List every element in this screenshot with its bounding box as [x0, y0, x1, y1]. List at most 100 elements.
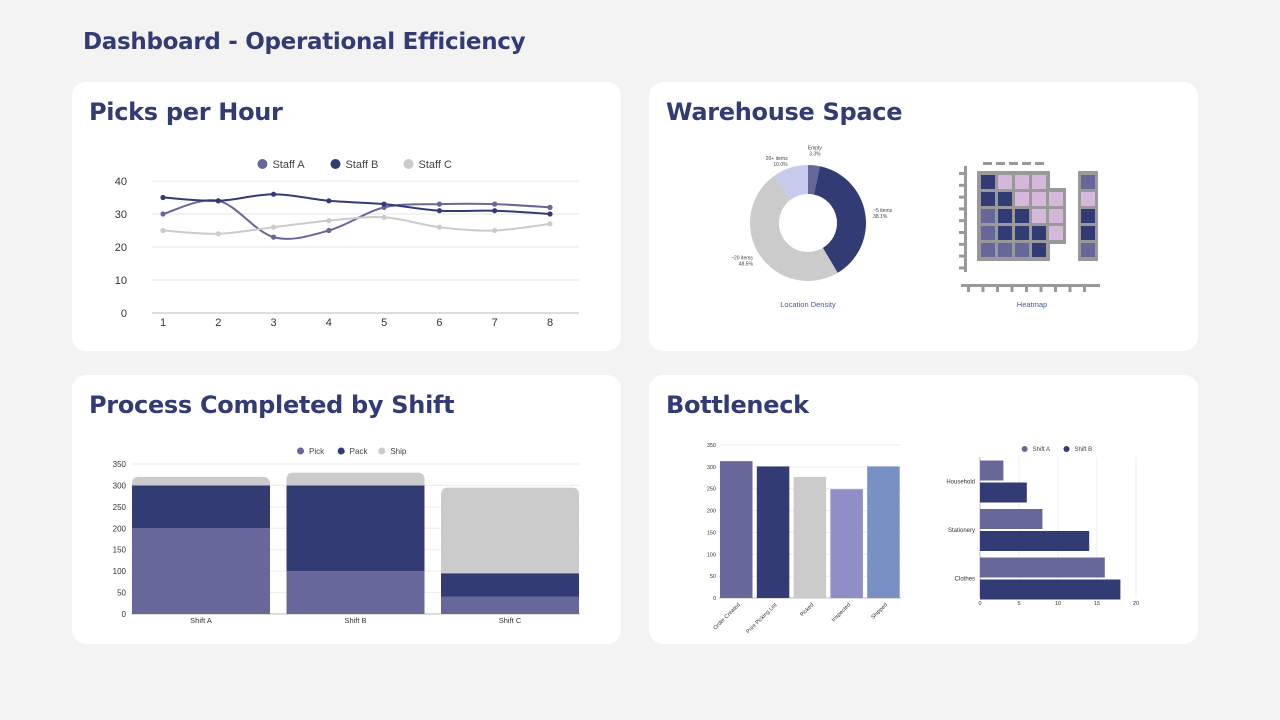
data-point	[326, 227, 332, 234]
y-tick-label: 150	[707, 530, 716, 536]
heatmap-cell	[1049, 209, 1063, 223]
slice-label: 20+ items	[766, 156, 788, 162]
x-tick-label: Shift A	[190, 616, 212, 625]
heatmap-cell	[1081, 209, 1095, 223]
heatmap-cell	[1032, 243, 1046, 257]
data-point	[160, 227, 166, 234]
x-tick-label: 5	[381, 317, 387, 329]
heatmap-tick	[1054, 286, 1057, 292]
data-point	[547, 211, 553, 217]
bottleneck-card: Bottleneck 0 50 100 150 200 250 300 350 Order Cr…	[649, 375, 1198, 644]
heatmap-cell	[1081, 243, 1095, 257]
bar-segment	[441, 596, 579, 614]
legend-swatch	[257, 159, 268, 169]
slice-percent: 10.0%	[773, 162, 788, 168]
process-by-shift-card: Process Completed by Shift 0 50 100 150 200 2…	[72, 375, 621, 644]
heatmap-cell	[1049, 192, 1063, 206]
y-tick-label: 10	[115, 275, 127, 287]
heatmap-cell	[1081, 226, 1095, 240]
heatmap-cell	[1015, 226, 1029, 240]
heatmap-tick	[959, 219, 967, 223]
slice-percent: 3.3%	[809, 151, 821, 157]
heatmap-cell	[998, 243, 1012, 257]
series-line	[162, 193, 551, 215]
y-tick-label: 50	[117, 589, 126, 598]
heatmap-cell	[1032, 226, 1046, 240]
y-tick-label: 250	[707, 487, 716, 493]
x-tick-label: 4	[326, 317, 332, 329]
heatmap-cell	[1015, 243, 1029, 257]
heatmap-dash	[983, 162, 992, 165]
warehouse-space-card: Warehouse Space Empty 3.3% ~5 items 38.1% ~2…	[649, 82, 1198, 351]
bottleneck-card-title: Bottleneck	[666, 391, 809, 419]
x-tick-label: 20	[1133, 601, 1139, 607]
data-point	[492, 208, 498, 214]
data-point	[381, 214, 387, 220]
x-tick-label: 8	[547, 317, 553, 329]
shift-stacked-bar-chart: 0 50 100 150 200 250 300 350 Pick Pack Ship Shift A…	[113, 447, 580, 625]
y-tick-label: Clothes	[955, 577, 975, 583]
picks-line-chart: 0 10 20 30 40 1 2 3 4 5 6 7 8 Staff A Staff B Staff C	[115, 159, 579, 329]
data-point	[270, 191, 277, 197]
legend-swatch	[297, 447, 305, 455]
legend-label: Staff B	[345, 159, 378, 171]
x-tick-label: 5	[1017, 601, 1020, 607]
y-tick-label: 30	[115, 209, 127, 221]
heatmap-dash	[996, 162, 1005, 165]
heatmap-axis	[961, 284, 1100, 287]
hbar	[980, 531, 1090, 551]
heatmap-cell	[981, 209, 995, 223]
y-tick-label: Stationery	[948, 528, 975, 534]
heatmap-tick	[1039, 286, 1043, 292]
slice-label: ~5 items	[873, 208, 893, 214]
heatmap-cell	[1015, 209, 1029, 223]
data-point	[436, 208, 443, 214]
x-tick-label: Shift B	[344, 616, 366, 625]
y-tick-label: 0	[122, 610, 127, 619]
heatmap-tick	[1068, 286, 1072, 292]
data-point	[436, 201, 443, 207]
data-point	[326, 218, 332, 224]
legend-label: Ship	[390, 447, 407, 456]
heatmap-axis	[964, 166, 967, 272]
x-tick-label: 3	[271, 317, 277, 329]
data-point	[436, 224, 443, 230]
hbar	[980, 509, 1043, 529]
legend-label: Pack	[350, 447, 369, 456]
y-tick-label: 350	[113, 460, 127, 469]
heatmap-tick	[1083, 286, 1086, 292]
heatmap-tick	[1025, 286, 1028, 292]
data-point	[215, 231, 221, 237]
legend-swatch	[1063, 446, 1070, 452]
bar-segment	[441, 487, 579, 574]
y-tick-label: 150	[113, 546, 127, 555]
bar	[830, 489, 863, 598]
slice-label: ~20 items	[731, 255, 753, 261]
heatmap-cell	[1015, 192, 1029, 206]
legend-label: Shift B	[1075, 447, 1093, 453]
hbar	[980, 482, 1027, 503]
heatmap-tick	[1010, 286, 1014, 292]
series-line	[162, 216, 551, 235]
data-point	[326, 198, 332, 204]
y-tick-label: 200	[113, 524, 127, 533]
y-tick-label: 250	[113, 503, 127, 512]
heatmap-cell	[1015, 175, 1029, 189]
data-point	[270, 234, 277, 240]
heatmap-caption: Heatmap	[1017, 300, 1047, 309]
y-tick-label: 200	[707, 509, 716, 515]
hbar	[980, 460, 1004, 481]
donut-caption: Location Density	[780, 300, 836, 309]
shift-card-title: Process Completed by Shift	[89, 391, 455, 419]
x-tick-label: 1	[160, 317, 166, 329]
legend-label: Pick	[309, 447, 325, 456]
x-tick-label: Inspected	[831, 602, 852, 623]
y-tick-label: 40	[115, 176, 127, 188]
bar	[720, 461, 753, 598]
data-point	[381, 201, 387, 207]
legend-swatch	[403, 159, 414, 169]
heatmap-cell	[1049, 226, 1063, 240]
heatmap-cell	[1032, 209, 1046, 223]
donut-slice	[808, 165, 820, 195]
